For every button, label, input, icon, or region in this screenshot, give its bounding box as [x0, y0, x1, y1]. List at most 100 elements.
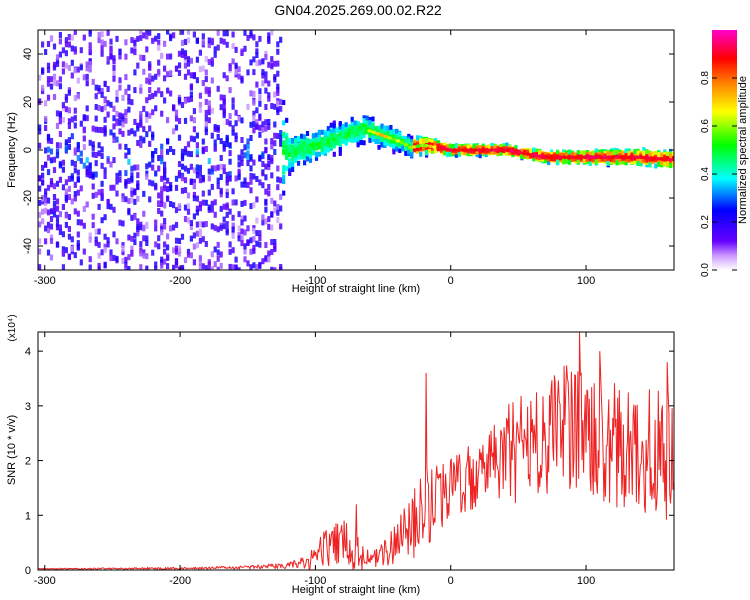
spectrogram-cell [332, 135, 336, 141]
spectrogram-cell [160, 197, 164, 203]
spectrogram-ridge-cell [582, 155, 588, 159]
spectrogram-cell [106, 237, 110, 244]
spectrogram-cell [237, 154, 241, 161]
spectrogram-cell [198, 260, 202, 267]
spectrogram-cell [49, 76, 54, 83]
spectrogram-cell [58, 142, 62, 149]
spectrogram-cell [204, 69, 208, 76]
snr-x-tick-label: -100 [304, 575, 326, 587]
spectrogram-cell [198, 255, 202, 262]
spectrogram-cell [127, 209, 131, 216]
spectrogram-cell [404, 150, 408, 156]
spectrogram-cell [112, 231, 116, 238]
spectrogram-cell [70, 116, 74, 123]
spectrogram-cell [160, 52, 164, 59]
spectrogram-cell [454, 152, 458, 158]
spectrogram-cell [303, 138, 307, 143]
spectrogram-cell [252, 90, 256, 97]
spectrogram-cell [169, 70, 173, 76]
spectrogram-cell [52, 167, 57, 174]
spectrogram-cell [576, 159, 580, 165]
spectrogram-cell [249, 264, 253, 270]
spectrogram-cell [380, 137, 384, 142]
spectrogram-cell [279, 130, 283, 136]
spectrogram-cell [61, 102, 65, 109]
spectrogram-cell [359, 134, 363, 140]
snr-x-tick-label: 0 [448, 575, 454, 587]
spectrogram-ridge-cell [379, 133, 385, 137]
spectrogram-cell [118, 49, 122, 55]
spectrogram-cell [174, 237, 179, 244]
spectrogram-cell [252, 244, 256, 251]
spectrogram-cell [332, 143, 336, 149]
spectrogram-cell [216, 183, 220, 190]
spectrogram-cell [183, 177, 188, 184]
spectrogram-cell [228, 248, 232, 255]
spectrogram-cell [267, 80, 271, 87]
spectrogram-ridge-cell [553, 155, 559, 159]
snr-y-tick-label: 1 [25, 510, 31, 522]
spectrogram-cell [222, 109, 226, 116]
spectrogram-cell [317, 129, 321, 135]
spectrogram-cell [91, 192, 95, 199]
spectrogram-cell [311, 142, 316, 148]
spectrogram-cell [252, 115, 256, 121]
spectrogram-cell [49, 148, 54, 155]
spectrogram-y-tick-label: 40 [22, 48, 34, 60]
spectrogram-cell [454, 143, 458, 148]
spectrogram-cell [58, 118, 62, 125]
spectrogram-cell [166, 255, 170, 261]
spectrogram-cell [139, 87, 143, 94]
spectrogram-cell [633, 148, 637, 154]
spectrogram-cell [359, 131, 363, 137]
spectrogram-cell [588, 160, 592, 166]
spectrogram-cell [219, 188, 223, 195]
spectrogram-cell [127, 234, 131, 241]
spectrogram-cell [97, 85, 101, 92]
spectrogram-cell [58, 131, 62, 137]
spectrogram-cell [270, 30, 274, 36]
spectrogram-cell [174, 124, 179, 131]
spectrogram-x-axis: -300 -200 -100 0 100 [34, 30, 595, 287]
spectrogram-cell [344, 134, 348, 140]
spectrogram-cell [240, 200, 244, 207]
spectrogram-cell [172, 149, 176, 155]
spectrogram-cell [294, 157, 298, 163]
spectrogram-cell [213, 199, 217, 206]
spectrogram-cell [207, 204, 211, 211]
spectrogram-cell [142, 55, 146, 61]
spectrogram-cell [401, 135, 405, 141]
spectrogram-cell [160, 110, 164, 117]
spectrogram-cell [216, 266, 220, 270]
spectrogram-cell [82, 222, 86, 229]
spectrogram-cell [216, 30, 220, 36]
spectrogram-cell [526, 153, 530, 159]
spectrogram-cell [666, 151, 670, 157]
spectrogram-cell [276, 165, 280, 172]
spectrogram-ridge-cell [493, 148, 498, 152]
spectrogram-cell [285, 117, 289, 123]
spectrogram-cell [100, 91, 104, 98]
spectrogram-cell [410, 149, 414, 155]
spectrogram-cell [174, 184, 179, 191]
spectrogram-cell [198, 228, 202, 235]
spectrogram-cell [383, 130, 387, 135]
spectrogram-cell [189, 252, 193, 259]
spectrogram-cell [252, 228, 256, 234]
spectrogram-cell [73, 95, 77, 101]
spectrogram-cell [228, 208, 232, 215]
spectrogram-cell [163, 223, 167, 230]
spectrogram-cell [228, 175, 232, 182]
spectrogram-ridge-cell [395, 139, 401, 143]
spectrogram-cell [130, 245, 134, 252]
spectrogram-cell [466, 144, 470, 150]
snr-y-tick-label: 0 [25, 565, 31, 577]
spectrogram-cell [55, 54, 60, 61]
spectrogram-cell [332, 151, 336, 157]
spectrogram-cell [124, 264, 128, 270]
spectrogram-cell [198, 170, 202, 177]
spectrogram-cell [419, 151, 423, 157]
spectrogram-x-tick-label: 0 [448, 275, 454, 287]
spectrogram-ridge-cell [562, 155, 567, 159]
spectrogram-cell [180, 52, 185, 58]
